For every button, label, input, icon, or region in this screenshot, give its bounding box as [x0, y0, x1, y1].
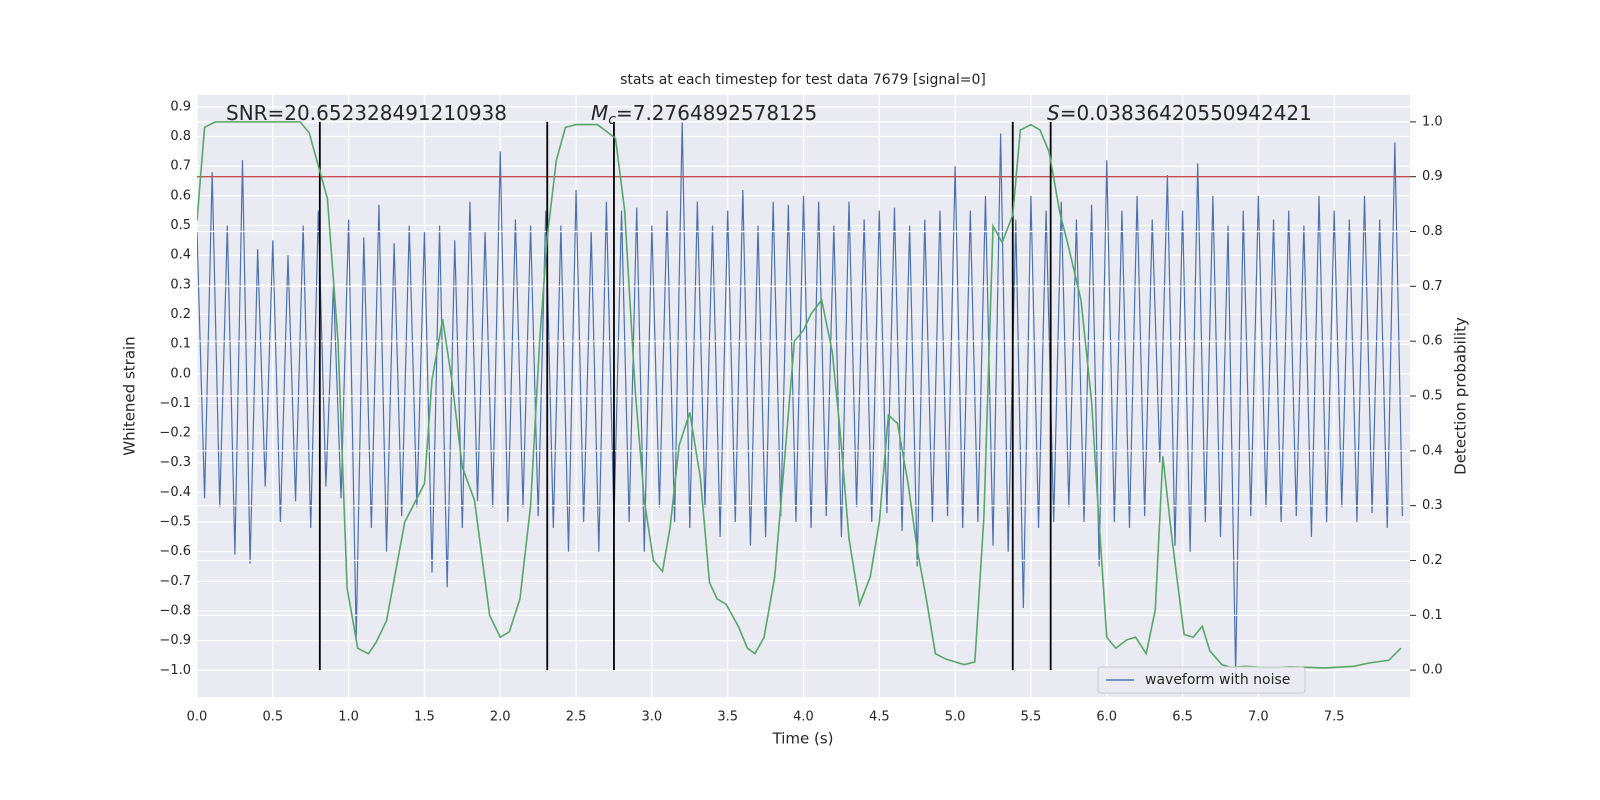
- y-tick-label: −0.3: [159, 455, 191, 470]
- series-line: [197, 121, 1404, 677]
- x-tick-label: 3.0: [642, 710, 663, 725]
- x-tick-label: 3.5: [717, 710, 738, 725]
- y-tick-label: 0.1: [170, 337, 191, 352]
- x-tick-label: 4.5: [869, 710, 890, 725]
- y-tick-label: −0.2: [159, 426, 191, 441]
- x-tick-label: 1.0: [338, 710, 359, 725]
- annotation-symbol: S: [1047, 101, 1060, 125]
- x-tick-label: 6.5: [1172, 710, 1193, 725]
- series-line: [197, 121, 1402, 669]
- annotation-symbol: M: [591, 101, 608, 125]
- y2-tick-label: 0.4: [1422, 443, 1443, 458]
- y-tick-label: −0.8: [159, 604, 191, 619]
- annotation-rest: =7.2764892578125: [616, 101, 817, 125]
- y-tick-label: −0.5: [159, 515, 191, 530]
- x-tick-label: 7.5: [1324, 710, 1345, 725]
- legend-label: waveform with noise: [1145, 672, 1290, 688]
- annotation-rest: =0.03836420550942421: [1060, 101, 1312, 125]
- y-tick-label: 0.9: [170, 99, 191, 114]
- y-tick-label: 0.0: [170, 366, 191, 381]
- y2-tick-label: 0.9: [1422, 169, 1443, 184]
- y-tick-label: −0.4: [159, 485, 191, 500]
- x-tick-label: 4.0: [793, 710, 814, 725]
- y2-tick-label: 0.8: [1422, 224, 1443, 239]
- annotation: SNR=20.652328491210938: [226, 101, 507, 125]
- x-tick-label: 6.0: [1096, 710, 1117, 725]
- annotation: S=0.03836420550942421: [1047, 101, 1312, 125]
- y2-tick-label: 0.2: [1422, 553, 1443, 568]
- x-tick-label: 1.5: [414, 710, 435, 725]
- y-tick-label: −0.6: [159, 544, 191, 559]
- y2-tick-label: 0.0: [1422, 663, 1443, 678]
- y2-tick-label: 0.3: [1422, 498, 1443, 513]
- annotation-sub: c: [608, 112, 616, 128]
- y2-axis-label: Detection probability: [1452, 317, 1470, 475]
- x-tick-label: 5.5: [1021, 710, 1042, 725]
- chart-title: stats at each timestep for test data 767…: [620, 72, 986, 88]
- annotation: Mc=7.2764892578125: [591, 101, 817, 129]
- legend-box: [1097, 666, 1306, 694]
- y-axis-label: Whitened strain: [121, 336, 139, 455]
- x-tick-label: 0.5: [262, 710, 283, 725]
- annotation-text: SNR=20.652328491210938: [226, 101, 507, 125]
- y-tick-label: 0.6: [170, 188, 191, 203]
- y-tick-label: 0.7: [170, 159, 191, 174]
- y-tick-label: 0.8: [170, 129, 191, 144]
- x-tick-label: 0.0: [187, 710, 208, 725]
- y2-tick-label: 0.1: [1422, 608, 1443, 623]
- x-tick-label: 2.5: [566, 710, 587, 725]
- y2-tick-label: 0.7: [1422, 279, 1443, 294]
- y-tick-label: 0.5: [170, 218, 191, 233]
- x-tick-label: 5.0: [945, 710, 966, 725]
- x-tick-label: 2.0: [490, 710, 511, 725]
- x-tick-label: 7.0: [1248, 710, 1269, 725]
- y-tick-label: −0.7: [159, 574, 191, 589]
- y-tick-label: −0.1: [159, 396, 191, 411]
- y2-tick-label: 0.6: [1422, 334, 1443, 349]
- y-tick-label: 0.3: [170, 277, 191, 292]
- y-tick-label: −1.0: [159, 663, 191, 678]
- x-axis-label: Time (s): [772, 730, 834, 748]
- y2-tick-label: 1.0: [1422, 114, 1443, 129]
- y-tick-label: 0.2: [170, 307, 191, 322]
- y-tick-label: 0.4: [170, 248, 191, 263]
- y-tick-label: −0.9: [159, 633, 191, 648]
- y2-tick-label: 0.5: [1422, 389, 1443, 404]
